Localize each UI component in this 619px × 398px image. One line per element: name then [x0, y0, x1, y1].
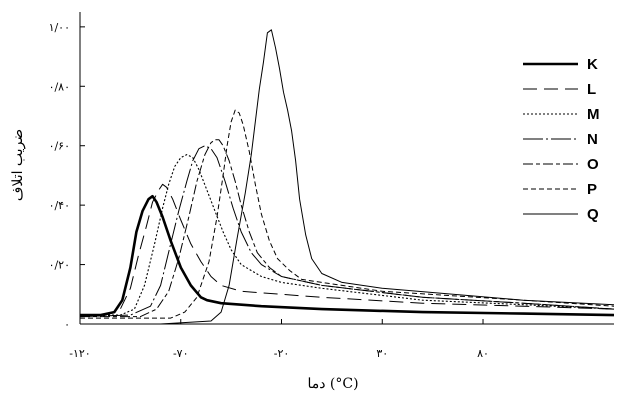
y-tick-label: ۰/۸۰: [49, 80, 70, 93]
series-line-n: [80, 145, 614, 318]
legend-label-p: P: [587, 181, 597, 198]
series-line-k: [80, 194, 614, 317]
series-lines: [80, 29, 614, 324]
y-tick-label: ۰/۲۰: [49, 259, 70, 272]
x-tick-label: ۳۰: [376, 347, 388, 360]
x-tick-label: -۱۲۰: [69, 347, 90, 360]
plot-frame: [79, 12, 614, 325]
legend-label-q: Q: [587, 206, 599, 223]
x-tick-label: ۸۰: [477, 347, 489, 360]
series-line-o: [80, 139, 614, 318]
legend-label-k: K: [587, 56, 598, 73]
y-axis-title: ضریب اتلاف: [10, 129, 26, 201]
y-tick-label: ۱/۰۰: [49, 21, 70, 34]
x-tick-label: -۲۰: [274, 347, 290, 360]
legend-label-m: M: [587, 106, 600, 123]
x-tick-label: -۷۰: [173, 347, 189, 360]
y-tick-label: ۰: [64, 318, 70, 331]
series-line-q: [80, 29, 614, 324]
y-tick-label: ۰/۶۰: [49, 140, 70, 153]
x-axis-ticks: -۱۲۰ -۷۰ -۲۰ ۳۰ ۸۰: [69, 319, 489, 360]
legend-label-o: O: [587, 156, 599, 173]
y-tick-label: ۰/۴۰: [49, 199, 70, 212]
x-axis-title: دما (°C): [307, 376, 358, 392]
legend-label-n: N: [587, 131, 598, 148]
series-line-l: [80, 183, 614, 316]
y-axis-ticks: ۰ ۰/۲۰ ۰/۴۰ ۰/۶۰ ۰/۸۰ ۱/۰۰: [49, 21, 85, 331]
legend-label-l: L: [587, 81, 596, 98]
series-line-m: [80, 154, 614, 316]
